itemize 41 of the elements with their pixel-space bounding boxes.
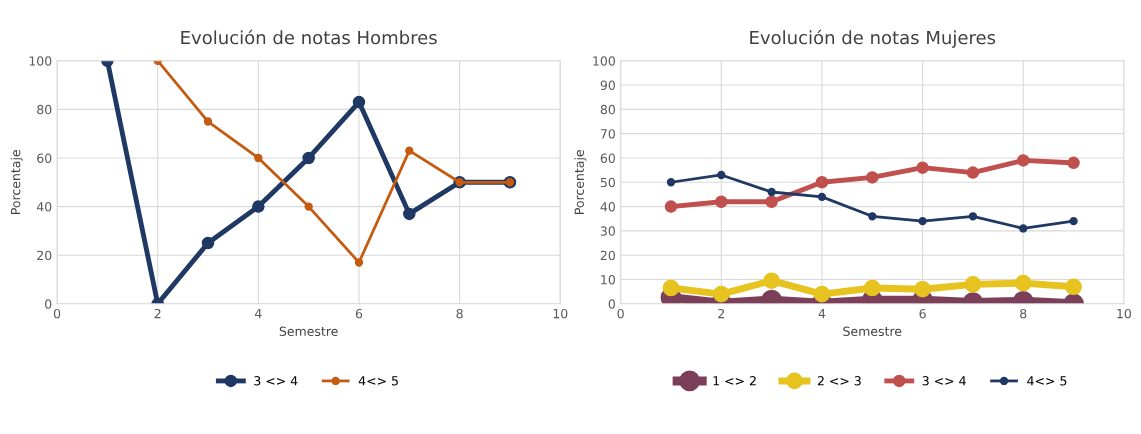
y-tick-label: 20 [600,250,615,261]
x-tick-label: 0 [53,308,61,319]
legend-label: 2 <> 3 [817,376,861,386]
y-tick-label: 20 [37,250,52,261]
y-tick-label: 100 [29,56,52,66]
y-tick-label: 90 [600,80,615,90]
x-tick-label: 6 [919,308,926,319]
legend-label: 3 <> 4 [922,376,966,386]
y-tick-label: 10 [601,274,615,285]
y-tick-label: 80 [37,104,52,115]
y-tick-label: 50 [600,177,615,188]
legend-label: 4<> 5 [1027,376,1067,386]
x-tick-label: 8 [1020,308,1027,319]
y-tick-label: 100 [593,56,615,66]
x-tick-label: 10 [553,308,568,319]
x-tick-label: 4 [254,309,262,319]
x-tick-label: 2 [718,308,725,319]
x-axis-title: Semestre [843,326,902,336]
chart-title: Evolución de notas Hombres [181,29,437,45]
y-tick-label: 60 [600,153,615,163]
x-tick-label: 0 [617,308,624,319]
x-axis-title: Semestre [279,326,338,336]
y-tick-label: 70 [600,129,615,139]
y-axis-title: Porcentaje [10,150,23,214]
legend-label: 1 <> 2 [713,376,756,386]
legend-label: 3 <> 4 [254,376,298,386]
legend-label: 4<> 5 [358,376,398,386]
y-tick-label: 30 [600,226,615,236]
x-tick-label: 4 [818,309,826,319]
x-tick-label: 8 [456,308,463,319]
y-tick-label: 0 [45,299,52,309]
chart-title: Evolución de notas Mujeres [750,29,996,48]
y-tick-label: 40 [36,202,52,212]
y-tick-label: 40 [600,202,615,212]
y-tick-label: 60 [37,153,52,163]
x-tick-label: 2 [154,308,161,319]
y-axis-title: Porcentaje [574,150,587,214]
x-tick-label: 6 [355,308,363,319]
y-tick-label: 0 [608,299,615,309]
y-tick-label: 80 [600,104,615,115]
x-tick-label: 10 [1117,308,1132,319]
